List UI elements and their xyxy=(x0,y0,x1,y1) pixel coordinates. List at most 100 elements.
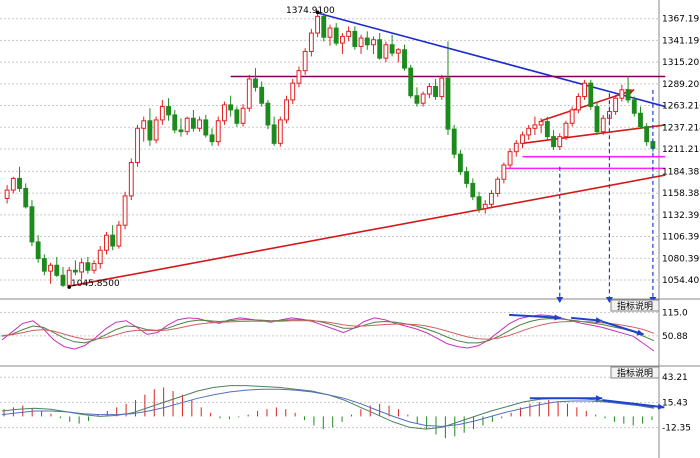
y-tick-label: 1106.3953 xyxy=(662,233,700,243)
candle-body xyxy=(507,151,513,166)
candle-body xyxy=(476,196,482,209)
candle-body xyxy=(128,162,134,197)
candle-body xyxy=(79,262,85,273)
trend-arrow-head xyxy=(636,329,644,336)
candle-body xyxy=(513,142,519,153)
candle-body xyxy=(215,120,221,143)
candle-body xyxy=(135,127,140,164)
candle-body xyxy=(222,104,227,122)
candle-body xyxy=(631,99,637,114)
drop-arrows xyxy=(556,89,657,303)
candle-body xyxy=(364,37,370,46)
candle-body xyxy=(104,234,109,251)
candle-body xyxy=(116,224,122,247)
candle-body xyxy=(147,120,153,141)
trend-arrow-head xyxy=(595,317,603,324)
oscillator-line xyxy=(1,314,655,352)
candle-body xyxy=(234,109,240,124)
candle-body xyxy=(470,182,476,198)
y-tick-label: 1263.2107 xyxy=(662,102,700,112)
indicator-help-button-2[interactable] xyxy=(610,366,660,379)
candle-body xyxy=(97,249,103,265)
oscillator-line xyxy=(1,318,655,344)
y-tick-label: 1341.1990 xyxy=(662,36,700,46)
candle-body xyxy=(197,119,203,129)
candle-body xyxy=(91,263,97,271)
candle-body xyxy=(395,49,401,54)
candle-body xyxy=(172,114,178,131)
y-tick-label: 1158.3874 xyxy=(662,189,700,199)
candle-body xyxy=(327,27,333,38)
candle-body xyxy=(17,177,22,189)
y-tick-label: 1237.2147 xyxy=(662,123,700,133)
candle-body xyxy=(433,86,438,98)
candle-body xyxy=(414,95,420,104)
candle-body xyxy=(110,234,116,247)
candle-body xyxy=(346,30,352,37)
y-tick-label: 1080.3993 xyxy=(662,254,700,264)
candle-body xyxy=(339,35,345,44)
candle-body xyxy=(54,264,60,276)
candle-body xyxy=(526,127,532,136)
candle-body xyxy=(253,78,258,88)
trend-line xyxy=(522,124,666,145)
candle-body xyxy=(321,15,327,38)
candle-body xyxy=(575,96,581,111)
candle-body xyxy=(315,15,321,34)
candle-body xyxy=(619,89,625,99)
candle-body xyxy=(240,107,246,124)
candle-body xyxy=(228,104,234,111)
candle-body xyxy=(358,37,364,47)
candle-body xyxy=(246,78,252,109)
indicator-help-button-1[interactable] xyxy=(610,299,660,312)
oscillator-line xyxy=(1,320,655,340)
candle-body xyxy=(153,119,159,141)
candle-body xyxy=(426,86,432,95)
candle-body xyxy=(190,117,196,129)
candle-body xyxy=(594,106,600,133)
candle-body xyxy=(41,258,47,272)
candle-body xyxy=(544,121,550,138)
y-tick-label: 1054.4032 xyxy=(662,276,700,286)
candle-body xyxy=(600,117,606,133)
y-tick-label: 1132.3914 xyxy=(662,211,700,221)
candle-body xyxy=(259,86,265,104)
candle-body xyxy=(371,39,376,46)
trend-arrow-head xyxy=(595,395,603,402)
candle-body xyxy=(333,27,339,44)
candle-body xyxy=(644,126,650,143)
indicator-help-label-1: 指标说明 xyxy=(617,300,653,312)
low-marker xyxy=(67,285,71,289)
trend-arrow-head xyxy=(554,314,561,321)
candle-body xyxy=(296,70,302,84)
y-tick-label: 115.0 xyxy=(662,308,688,318)
y-tick-label: 1211.2186 xyxy=(662,145,700,155)
candle-body xyxy=(495,178,501,194)
candle-body xyxy=(290,82,296,101)
candle-body xyxy=(439,77,445,98)
candle-body xyxy=(588,82,594,108)
candle-body xyxy=(457,153,463,173)
candle-body xyxy=(389,44,395,54)
trend-lines xyxy=(69,12,666,287)
trend-line xyxy=(69,174,666,287)
trend-line xyxy=(317,12,666,108)
y-tick-label: 15.43 xyxy=(662,398,688,408)
candle-body xyxy=(557,136,563,148)
candle-body xyxy=(352,30,358,47)
candle-body xyxy=(277,119,283,144)
y-tick-label: 1315.2028 xyxy=(662,58,700,68)
y-tick-label: 1367.1950 xyxy=(662,15,700,25)
trend-arrow xyxy=(509,313,561,319)
candle-body xyxy=(489,192,494,205)
candle-body xyxy=(141,120,147,129)
candle-body xyxy=(638,112,643,128)
candle-body xyxy=(538,121,544,126)
low-annotation-label: 1045.8500 xyxy=(71,279,120,289)
candle-body xyxy=(178,129,184,133)
candle-body xyxy=(29,206,35,243)
y-tick-label: 43.21 xyxy=(662,373,688,383)
candle-body xyxy=(482,203,488,209)
y-tick-label: -12.35 xyxy=(662,424,691,434)
candle-body xyxy=(23,187,29,208)
